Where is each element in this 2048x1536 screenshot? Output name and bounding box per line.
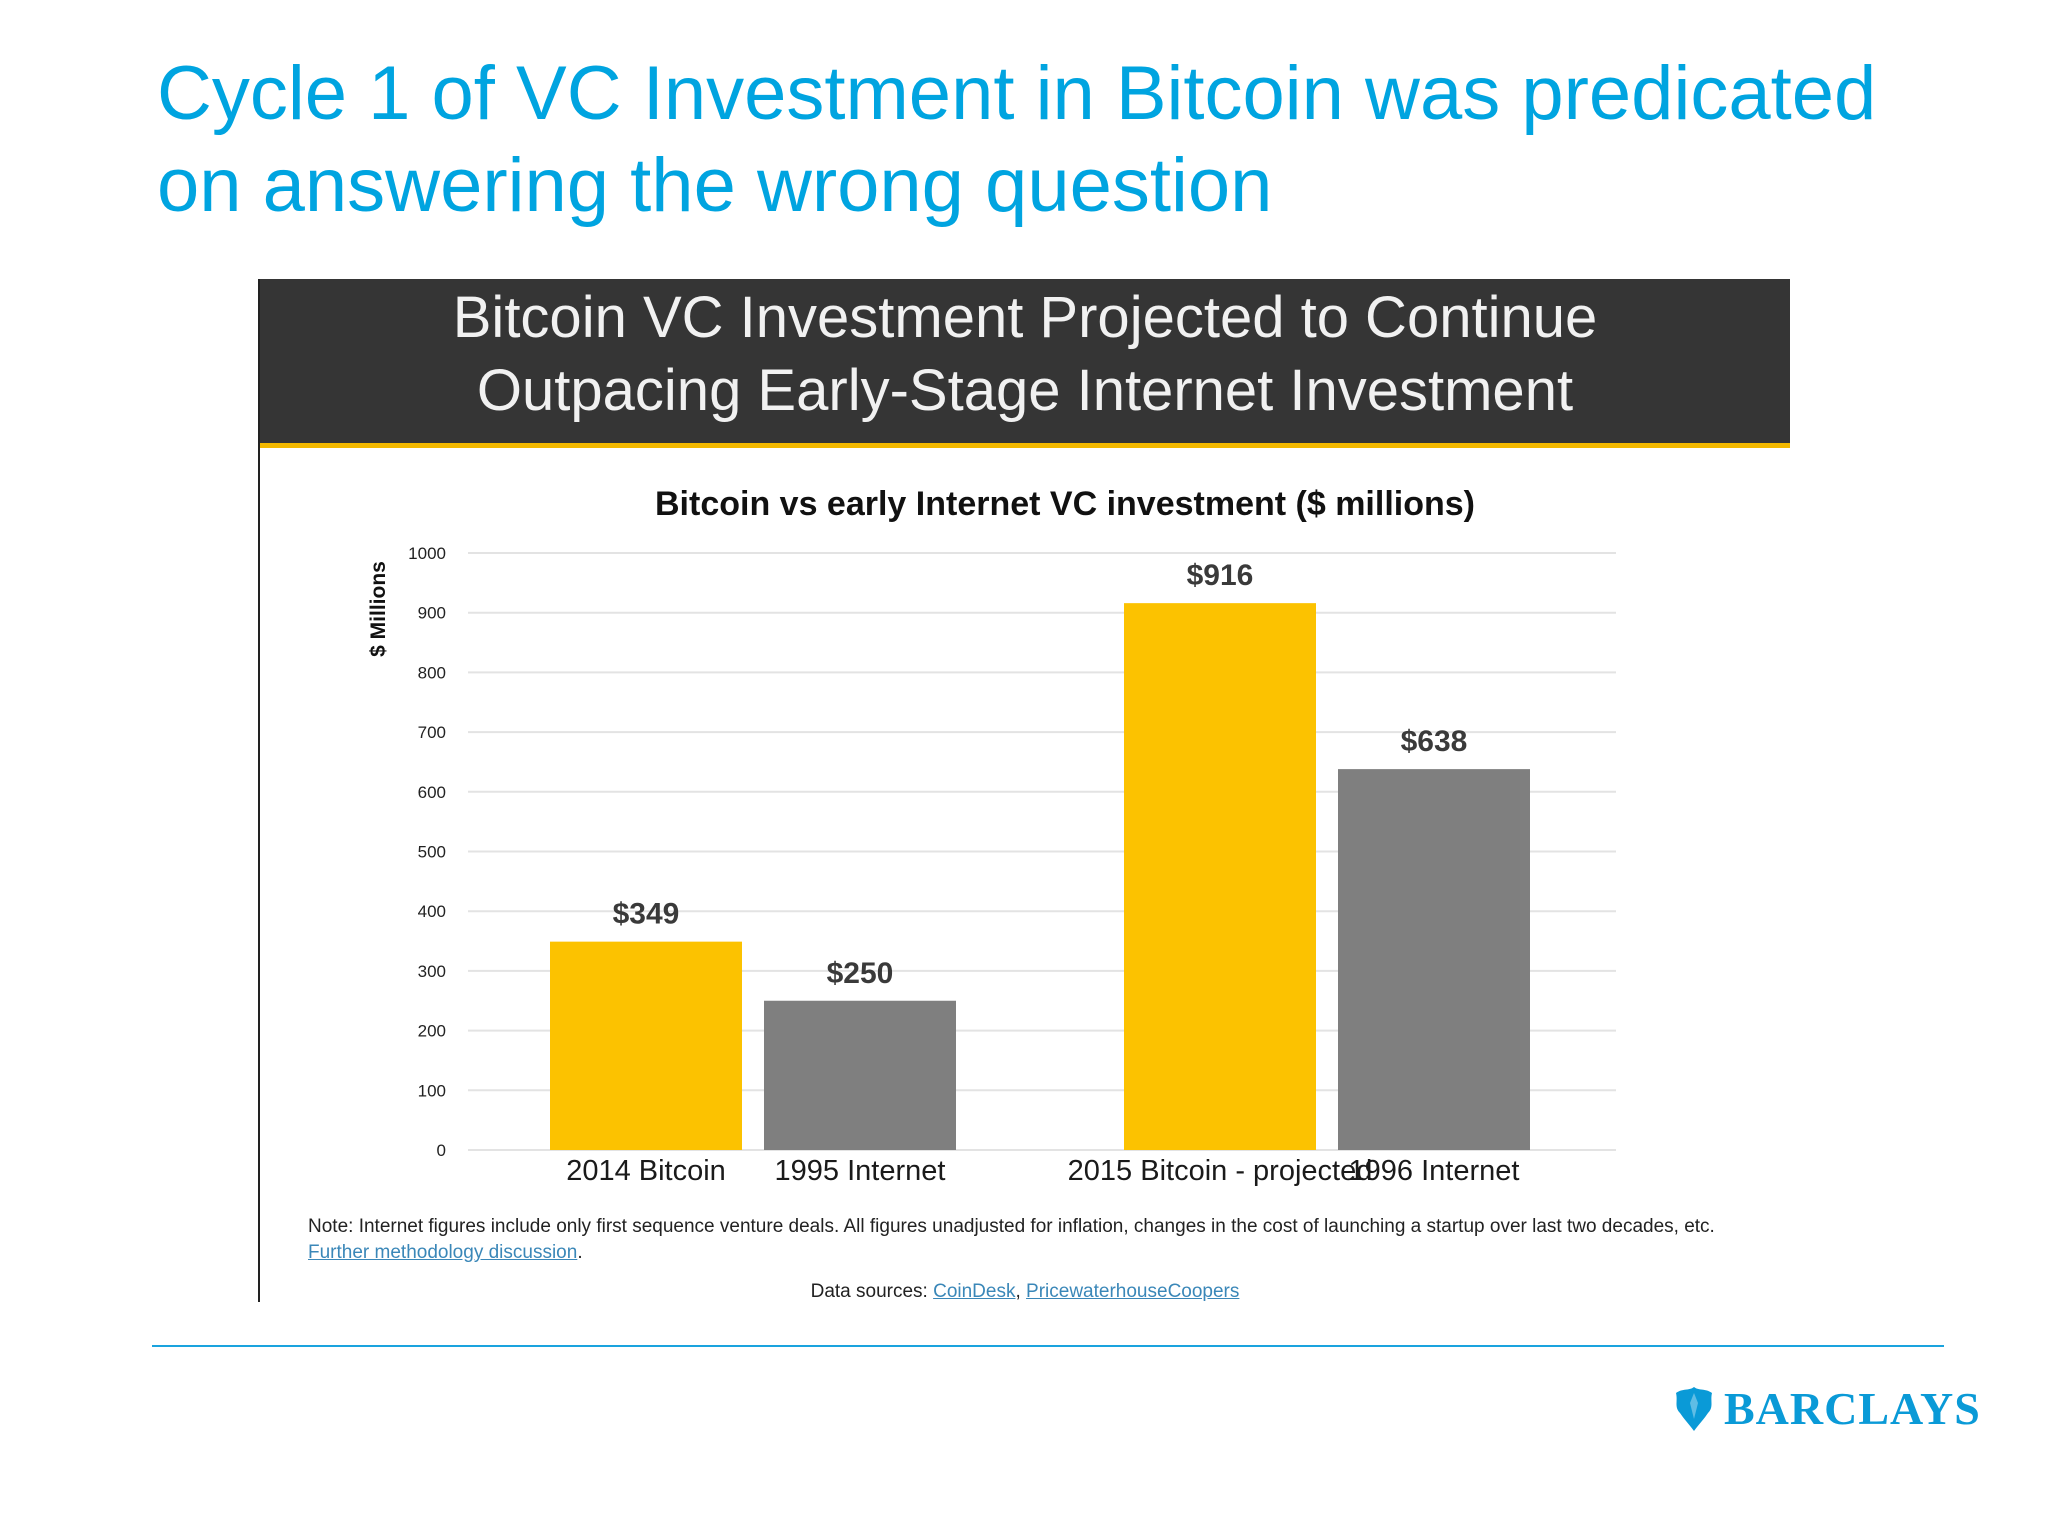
slide-title-line-1: Cycle 1 of VC Investment in Bitcoin was … — [157, 51, 1877, 136]
footer-divider — [152, 1345, 1944, 1347]
category-label: 1996 Internet — [1349, 1155, 1520, 1187]
note-text: Note: Internet figures include only firs… — [308, 1216, 1715, 1237]
slide-title: Cycle 1 of VC Investment in Bitcoin was … — [157, 48, 1957, 232]
category-label: 2015 Bitcoin - projected — [1068, 1155, 1373, 1187]
category-labels: 2014 Bitcoin 1995 Internet 2015 Bitcoin - … — [566, 1155, 1519, 1187]
bars — [550, 603, 1530, 1150]
y-tick-label: 200 — [418, 1022, 446, 1041]
methodology-link[interactable]: Further methodology discussion — [308, 1242, 578, 1263]
y-tick-label: 600 — [418, 783, 446, 802]
y-tick-label: 900 — [418, 604, 446, 623]
data-label: $916 — [1187, 559, 1254, 592]
category-label: 2014 Bitcoin — [566, 1155, 726, 1187]
y-axis-label: $ Millions — [367, 561, 390, 657]
bar-2015-bitcoin-projected — [1124, 603, 1316, 1150]
chart-title: Bitcoin vs early Internet VC investment … — [655, 485, 1475, 523]
y-tick-label: 300 — [418, 962, 446, 981]
coindesk-link[interactable]: CoinDesk — [933, 1281, 1016, 1302]
chart-note: Note: Internet figures include only firs… — [308, 1216, 1715, 1263]
y-tick-label: 500 — [418, 843, 446, 862]
y-tick-label: 100 — [418, 1081, 446, 1100]
chart-figure: Bitcoin VC Investment Projected to Conti… — [258, 279, 1790, 1302]
data-labels: $349 $250 $916 $638 — [613, 559, 1468, 990]
y-tick-label: 0 — [437, 1141, 446, 1160]
banner-line-2: Outpacing Early-Stage Internet Investmen… — [476, 358, 1574, 423]
sources-label: Data sources: — [810, 1281, 928, 1302]
figure-banner: Bitcoin VC Investment Projected to Conti… — [260, 279, 1790, 448]
bar-1995-internet — [764, 1000, 956, 1150]
eagle-icon — [1676, 1387, 1712, 1431]
banner-line-1: Bitcoin VC Investment Projected to Conti… — [452, 285, 1598, 350]
data-sources: Data sources: CoinDesk, PricewaterhouseC… — [810, 1281, 1240, 1302]
slide-title-line-2: on answering the wrong question — [157, 143, 1273, 228]
data-label: $349 — [613, 898, 680, 931]
y-tick-label: 1000 — [408, 544, 446, 563]
y-tick-label: 400 — [418, 902, 446, 921]
bar-1996-internet — [1338, 769, 1530, 1150]
barclays-logo: BARCLAYS — [1672, 1380, 1981, 1436]
y-tick-labels: 0 100 200 300 400 500 600 700 800 900 1000 — [408, 544, 446, 1160]
data-label: $250 — [827, 957, 894, 990]
y-tick-label: 800 — [418, 663, 446, 682]
logo-wordmark: BARCLAYS — [1724, 1382, 1981, 1434]
category-label: 1995 Internet — [775, 1155, 946, 1187]
bar-2014-bitcoin — [550, 941, 742, 1150]
pwc-link[interactable]: PricewaterhouseCoopers — [1026, 1281, 1240, 1302]
bar-chart: Bitcoin vs early Internet VC investment … — [367, 485, 1616, 1187]
data-label: $638 — [1401, 725, 1468, 758]
y-tick-label: 700 — [418, 723, 446, 742]
